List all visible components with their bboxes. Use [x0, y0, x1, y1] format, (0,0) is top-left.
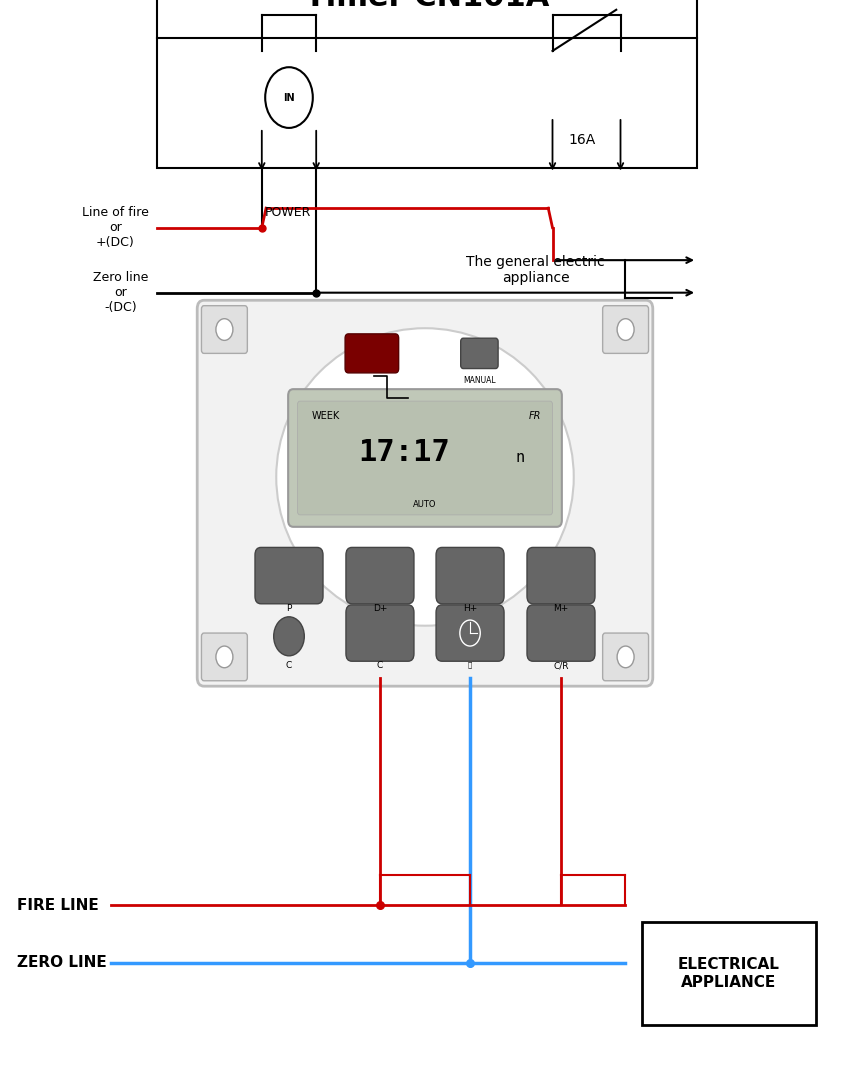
Text: IN: IN — [283, 92, 295, 103]
Text: The general electric
appliance: The general electric appliance — [466, 255, 605, 285]
FancyBboxPatch shape — [197, 300, 653, 686]
Text: WEEK: WEEK — [312, 411, 340, 421]
Text: M+: M+ — [553, 604, 569, 612]
FancyBboxPatch shape — [201, 633, 247, 681]
Circle shape — [617, 646, 634, 668]
Text: POWER: POWER — [264, 206, 311, 219]
FancyBboxPatch shape — [298, 401, 552, 515]
Text: Line of fire
or
+(DC): Line of fire or +(DC) — [82, 206, 149, 249]
Text: 17:17: 17:17 — [358, 438, 450, 467]
Text: D+: D+ — [373, 604, 387, 612]
Text: AUTO: AUTO — [413, 501, 437, 509]
Text: ⏱: ⏱ — [468, 661, 473, 668]
Text: n: n — [516, 451, 524, 465]
FancyBboxPatch shape — [201, 306, 247, 353]
FancyBboxPatch shape — [255, 547, 323, 604]
Text: MANUAL: MANUAL — [463, 376, 496, 385]
Text: FR: FR — [529, 411, 541, 421]
FancyBboxPatch shape — [642, 921, 816, 1025]
FancyBboxPatch shape — [436, 605, 504, 661]
Ellipse shape — [276, 328, 574, 625]
Circle shape — [274, 617, 304, 656]
Text: P: P — [286, 604, 292, 612]
Text: H+: H+ — [463, 604, 477, 612]
FancyBboxPatch shape — [157, 0, 697, 168]
FancyBboxPatch shape — [288, 389, 562, 527]
Text: C: C — [286, 661, 292, 670]
Text: Zero line
or
-(DC): Zero line or -(DC) — [94, 271, 149, 314]
FancyBboxPatch shape — [527, 547, 595, 604]
Text: 16A: 16A — [569, 133, 596, 147]
FancyBboxPatch shape — [436, 547, 504, 604]
Text: C/R: C/R — [553, 661, 569, 670]
Text: FIRE LINE: FIRE LINE — [17, 898, 99, 913]
FancyBboxPatch shape — [603, 633, 649, 681]
FancyBboxPatch shape — [346, 547, 414, 604]
FancyBboxPatch shape — [527, 605, 595, 661]
Circle shape — [216, 646, 233, 668]
Text: Timer CN101A: Timer CN101A — [305, 0, 549, 12]
FancyBboxPatch shape — [346, 605, 414, 661]
Text: C: C — [377, 661, 383, 670]
Circle shape — [216, 319, 233, 340]
FancyBboxPatch shape — [603, 306, 649, 353]
Circle shape — [617, 319, 634, 340]
Text: ELECTRICAL
APPLIANCE: ELECTRICAL APPLIANCE — [678, 957, 779, 990]
FancyBboxPatch shape — [345, 334, 399, 373]
Text: ZERO LINE: ZERO LINE — [17, 955, 107, 970]
FancyBboxPatch shape — [461, 338, 498, 369]
